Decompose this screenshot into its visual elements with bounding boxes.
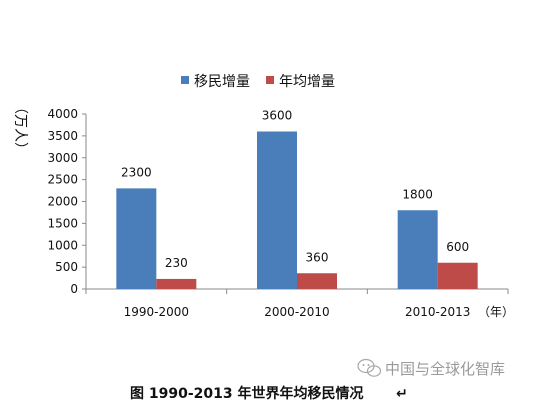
y-tick-label: 3000 xyxy=(47,151,78,165)
data-label: 600 xyxy=(446,240,469,254)
bar xyxy=(156,278,197,289)
bar xyxy=(257,131,297,289)
data-label: 1800 xyxy=(402,187,433,201)
data-label: 360 xyxy=(306,250,329,264)
legend-swatch xyxy=(266,76,274,84)
y-axis: 0 500 1000 1500 2000 2500 3000 3500 4000 xyxy=(47,107,87,296)
y-tick-label: 3500 xyxy=(47,129,78,143)
x-axis: 1990-2000 2000-2010 2010-2013 xyxy=(85,288,509,319)
bar xyxy=(437,262,478,289)
data-label: 230 xyxy=(165,256,188,270)
watermark-text: 中国与全球化智库 xyxy=(385,360,505,378)
caption-return-mark: ↵ xyxy=(396,386,408,402)
legend-label: 移民增量 xyxy=(194,74,250,90)
bar xyxy=(116,188,157,289)
y-tick-label: 500 xyxy=(55,260,78,274)
bar xyxy=(397,210,438,289)
x-tick-label: 2010-2013 xyxy=(405,305,470,319)
y-tick-label: 4000 xyxy=(47,107,78,121)
y-tick-label: 2500 xyxy=(47,173,78,187)
y-axis-label: （万人） xyxy=(12,100,28,156)
figure-caption: 图 1990-2013 年世界年均移民情况 xyxy=(130,385,364,402)
wechat-icon xyxy=(357,358,382,377)
legend-swatch xyxy=(181,76,189,84)
legend-label: 年均增量 xyxy=(279,74,335,90)
data-label: 2300 xyxy=(121,165,152,179)
bars: 2300 3600 1800 230 360 600 xyxy=(116,109,478,289)
x-axis-unit: （年） xyxy=(478,305,514,319)
legend: 移民增量 年均增量 xyxy=(181,74,335,90)
y-tick-label: 1000 xyxy=(47,238,78,252)
y-tick-label: 0 xyxy=(70,282,78,296)
x-tick-label: 2000-2010 xyxy=(264,305,329,319)
bar xyxy=(297,273,337,289)
y-tick-label: 2000 xyxy=(47,195,78,209)
x-tick-label: 1990-2000 xyxy=(124,305,189,319)
data-label: 3600 xyxy=(262,109,293,123)
y-tick-label: 1500 xyxy=(47,216,78,230)
watermark: 中国与全球化智库 xyxy=(357,358,505,378)
